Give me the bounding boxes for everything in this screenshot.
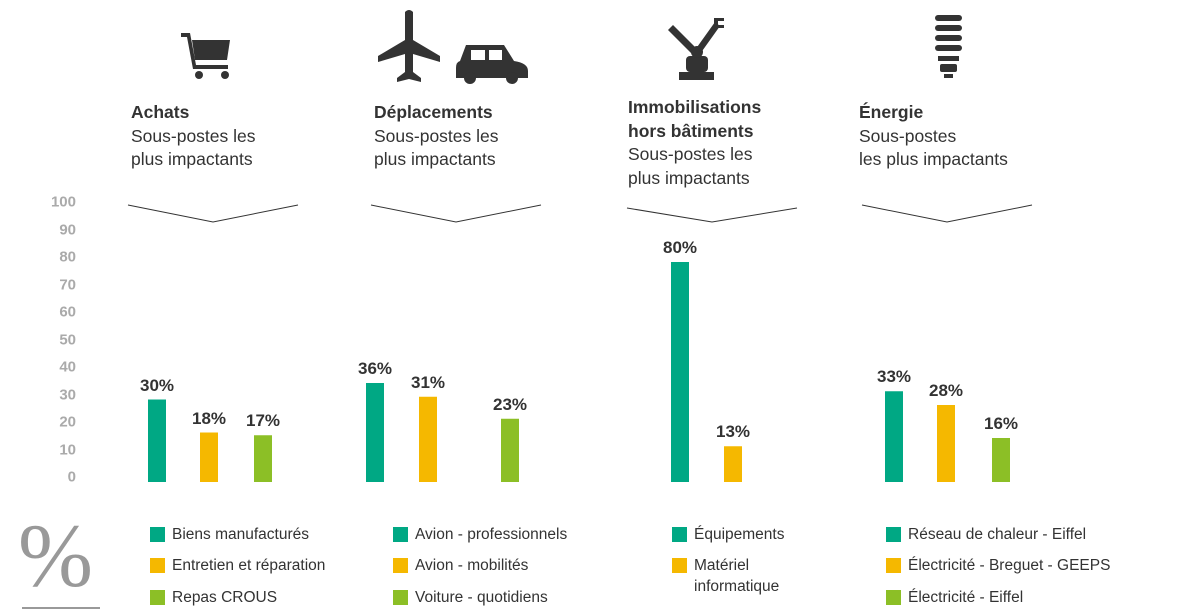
plane-icon: [378, 10, 440, 82]
panel-title: Déplacements: [374, 102, 493, 122]
panel-header: Déplacements Sous-postes les plus impactan…: [374, 101, 499, 172]
bar: [254, 435, 272, 482]
legend-swatch: [150, 527, 165, 542]
y-tick-label: 80: [59, 248, 76, 266]
legend-label: Biens manufacturés: [172, 526, 309, 543]
y-tick-label: 0: [67, 468, 76, 486]
bar: [366, 383, 384, 482]
value-label: 80%: [662, 238, 698, 257]
bar: [419, 396, 437, 482]
bar: [937, 405, 955, 482]
legend-label: Repas CROUS: [172, 589, 278, 606]
value-label: 28%: [928, 381, 964, 400]
value-label: 23%: [492, 394, 528, 414]
bar: [992, 438, 1010, 482]
y-tick-label: 70: [59, 276, 76, 293]
panel-subtitle: plus impactants: [131, 149, 253, 169]
panel-title: Énergie: [859, 102, 924, 122]
chevron: [370, 204, 542, 223]
legend-label: Avion - professionnels: [415, 526, 568, 543]
y-tick-label: 60: [59, 303, 76, 321]
legend-label: Électricité - Breguet - GEEPS: [908, 557, 1111, 574]
panel-subtitle: Sous-postes les: [628, 144, 753, 164]
value-label: 31%: [410, 372, 446, 392]
legend-swatch: [672, 558, 687, 573]
y-tick-label: 100: [50, 193, 76, 211]
bar: [671, 262, 689, 482]
panel-subtitle: plus impactants: [628, 167, 750, 188]
panel-subtitle: Sous-postes les: [374, 125, 499, 146]
panel-subtitle: les plus impactants: [859, 149, 1008, 169]
y-tick-label: 50: [59, 331, 76, 348]
value-label: 13%: [715, 422, 751, 442]
bulb-icon: [935, 15, 962, 78]
legend-swatch: [672, 527, 687, 542]
value-label: 18%: [191, 408, 227, 428]
panel-header: Énergie Sous-postes les plus impactants: [859, 101, 1008, 172]
legend-label: Réseau de chaleur - Eiffel: [908, 526, 1087, 543]
chevron: [861, 204, 1033, 223]
value-label: 16%: [983, 414, 1019, 433]
legend-swatch: [393, 527, 408, 542]
y-tick-label: 90: [59, 221, 76, 238]
legend-swatch: [886, 590, 901, 605]
panel-title: Achats: [131, 102, 190, 122]
value-label: 17%: [245, 411, 281, 431]
legend-swatch: [150, 558, 165, 573]
panel-subtitle: Sous-postes les: [131, 125, 256, 146]
legend-label: Avion - mobilités: [415, 557, 529, 574]
legend-swatch: [150, 590, 165, 605]
panel-title: Immobilisations: [628, 97, 762, 117]
legend-swatch: [886, 558, 901, 573]
panel-header: Achats Sous-postes les plus impactants: [131, 101, 256, 172]
bar: [885, 391, 903, 482]
y-tick-label: 30: [59, 386, 76, 403]
panel-subtitle: Sous-postes: [859, 125, 957, 146]
panel-header: Immobilisations hors bâtiments Sous-postes…: [628, 96, 761, 190]
legend-swatch: [393, 590, 408, 605]
legend-label: Électricité - Eiffel: [908, 589, 1024, 606]
legend-swatch: [393, 558, 408, 573]
bar: [724, 446, 742, 482]
bar: [501, 418, 519, 482]
panel-subtitle: plus impactants: [374, 149, 496, 169]
legend-label: Voiture - quotidiens: [415, 589, 548, 606]
bar: [200, 432, 218, 482]
value-label: 33%: [876, 367, 912, 387]
legend-label: Matériel informatique: [694, 557, 780, 595]
chevron: [127, 204, 299, 223]
bar: [148, 399, 166, 482]
robot-icon: [668, 18, 724, 80]
axis-label: %: [18, 507, 93, 606]
cart-icon: [181, 33, 230, 79]
car-icon: [456, 45, 528, 84]
y-tick-label: 40: [59, 358, 76, 376]
chevron: [626, 207, 798, 223]
y-tick-label: 20: [59, 413, 76, 431]
legend-label: Équipements: [694, 526, 785, 543]
legend-label: Entretien et réparation: [172, 557, 326, 574]
value-label: 30%: [139, 375, 175, 395]
panel-title: hors bâtiments: [628, 120, 754, 141]
legend-swatch: [886, 527, 901, 542]
y-tick-label: 10: [59, 441, 76, 458]
value-label: 36%: [357, 359, 393, 378]
